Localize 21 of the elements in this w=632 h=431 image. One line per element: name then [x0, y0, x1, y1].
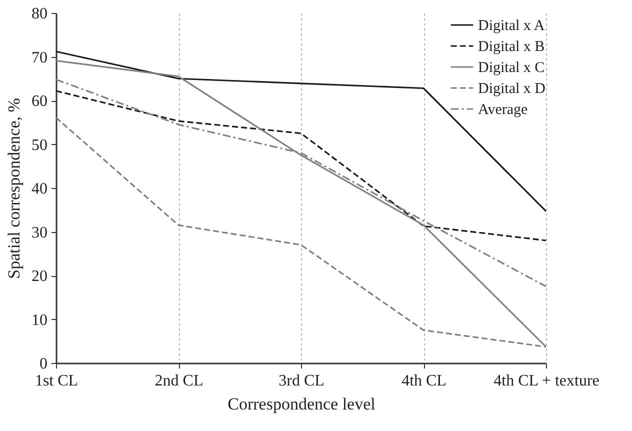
- x-tick-label: 4th CL + texture: [494, 372, 600, 390]
- x-tick-label: 2nd CL: [154, 372, 204, 390]
- y-axis-title: Spatial correspondence, %: [4, 98, 24, 279]
- y-tick-label: 10: [32, 312, 48, 329]
- y-tick-label: 50: [32, 136, 48, 154]
- y-tick-label: 40: [32, 180, 48, 198]
- y-tick-label: 60: [32, 93, 48, 110]
- x-tick-label: 1st CL: [34, 372, 78, 390]
- legend-label: Digital x B: [478, 39, 545, 55]
- x-axis-title: Correspondence level: [228, 394, 376, 414]
- y-tick-label: 0: [40, 356, 48, 372]
- legend-label: Digital x C: [478, 60, 545, 76]
- x-tick-label: 4th CL: [402, 372, 446, 390]
- y-tick-label: 70: [32, 49, 48, 66]
- y-tick-label: 20: [32, 268, 48, 285]
- legend-label: Digital x D: [478, 81, 546, 97]
- y-tick-label: 30: [32, 224, 48, 242]
- x-tick-label: 3rd CL: [278, 372, 324, 390]
- legend-label: Average: [478, 102, 528, 118]
- legend-label: Digital x A: [478, 18, 545, 34]
- y-tick-label: 80: [32, 6, 48, 22]
